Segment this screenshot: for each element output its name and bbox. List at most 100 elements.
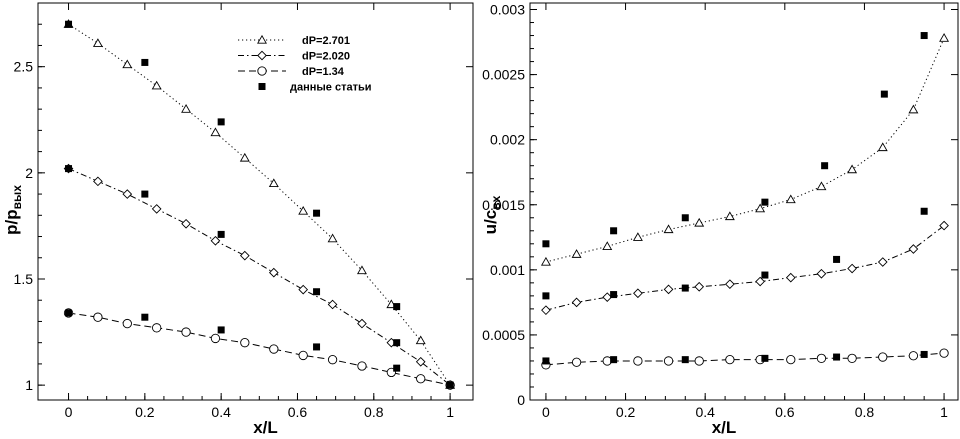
- point-triangle: [298, 205, 309, 215]
- point-diamond: [122, 189, 133, 199]
- point-circle: [725, 354, 735, 365]
- series-4: [65, 20, 454, 389]
- point-square: [141, 313, 149, 321]
- point-circle: [210, 333, 221, 344]
- point-diamond: [694, 281, 705, 292]
- point-circle: [633, 356, 643, 366]
- point-square: [610, 227, 618, 235]
- series-line: [68, 23, 451, 386]
- y-tick-label: 0.0005: [482, 327, 525, 343]
- point-circle: [939, 348, 949, 358]
- plot-frame: [37, 2, 474, 401]
- x-tick-label: 0.6: [775, 404, 795, 420]
- series-1: [63, 19, 456, 389]
- x-tick-label: 0.8: [364, 404, 384, 420]
- point-triangle: [877, 142, 888, 152]
- legend-circle-marker: [257, 66, 267, 76]
- series-2: [541, 220, 949, 316]
- point-triangle: [268, 178, 279, 188]
- point-square: [65, 20, 73, 28]
- point-triangle: [939, 33, 950, 42]
- point-circle: [269, 344, 279, 354]
- point-triangle: [694, 217, 705, 227]
- point-square: [610, 291, 618, 299]
- legend-square-marker: [258, 83, 266, 90]
- point-circle: [93, 312, 103, 322]
- series-1: [540, 33, 950, 266]
- point-circle: [908, 351, 919, 361]
- point-diamond: [847, 263, 857, 274]
- point-diamond: [571, 297, 582, 308]
- point-diamond: [755, 276, 765, 287]
- point-square: [681, 356, 689, 364]
- point-triangle: [327, 233, 338, 243]
- point-circle: [240, 338, 250, 348]
- legend-label: dP=2.701: [302, 35, 350, 47]
- legend-entry: dP=2.020: [238, 51, 350, 63]
- point-circle: [122, 318, 132, 329]
- point-circle: [816, 353, 827, 363]
- point-diamond: [151, 204, 162, 214]
- point-circle: [786, 354, 796, 365]
- point-triangle: [415, 335, 426, 345]
- point-square: [761, 271, 769, 279]
- point-square: [920, 350, 928, 358]
- x-tick-label: 0.6: [288, 404, 308, 420]
- point-square: [833, 255, 841, 263]
- point-square: [393, 339, 401, 347]
- point-triangle: [663, 224, 674, 234]
- point-diamond: [816, 268, 827, 279]
- point-diamond: [181, 218, 191, 229]
- y-axis-label: u/cвх: [481, 195, 503, 234]
- point-square: [920, 32, 928, 40]
- point-diamond: [725, 279, 735, 289]
- x-tick-label: 0.2: [135, 404, 155, 420]
- point-triangle: [785, 194, 796, 204]
- point-circle: [571, 357, 582, 367]
- point-square: [313, 209, 321, 217]
- point-square: [833, 353, 841, 361]
- y-tick-label: 1: [25, 377, 33, 393]
- point-triangle: [239, 152, 250, 162]
- point-triangle: [571, 249, 582, 258]
- point-triangle: [602, 241, 613, 251]
- point-square: [141, 58, 149, 66]
- point-square: [542, 292, 550, 300]
- y-tick-label: 2.5: [14, 59, 34, 75]
- point-circle: [694, 356, 704, 366]
- point-square: [393, 364, 401, 372]
- point-square: [313, 288, 321, 296]
- y-tick-label: 0: [517, 392, 525, 408]
- y-tick-label: 0.001: [490, 262, 525, 278]
- point-diamond: [327, 299, 338, 310]
- y-tick-label: 0.003: [490, 2, 525, 18]
- point-diamond: [239, 250, 250, 261]
- point-diamond: [877, 257, 888, 267]
- chart-panel-1: 0 0.2 0.4 0.6 0.8 111.522.5x/Lp/pвыхdP=2.701d…: [2, 2, 474, 437]
- x-tick-label: 0.4: [211, 404, 231, 420]
- y-tick-label: 0.002: [490, 132, 525, 148]
- point-diamond: [298, 284, 309, 295]
- legend-entry: dP=1.34: [238, 66, 345, 78]
- point-square: [610, 356, 618, 364]
- point-square: [761, 198, 769, 206]
- series-2: [63, 163, 455, 390]
- point-diamond: [415, 356, 426, 367]
- series-line: [68, 312, 451, 386]
- chart-panel-2: 0 0.2 0.4 0.6 0.8 1 0 0.0005 0.001 0.0015 0.002 0.0…: [481, 2, 959, 437]
- point-diamond: [268, 267, 279, 278]
- point-triangle: [92, 38, 103, 47]
- point-square: [821, 162, 829, 170]
- x-axis-label: x/L: [253, 418, 278, 437]
- legend: dP=2.701 dP=2.020 dP=1.34 данные статьи: [238, 34, 372, 94]
- point-triangle: [816, 181, 827, 191]
- legend-label: dP=2.020: [302, 51, 350, 63]
- point-diamond: [939, 220, 949, 231]
- point-circle: [152, 323, 162, 333]
- point-square: [217, 230, 225, 238]
- point-square: [141, 190, 149, 198]
- x-tick-label: 0.2: [616, 404, 636, 420]
- x-tick-label: 0: [65, 404, 73, 420]
- y-tick-label: 1.5: [14, 271, 34, 287]
